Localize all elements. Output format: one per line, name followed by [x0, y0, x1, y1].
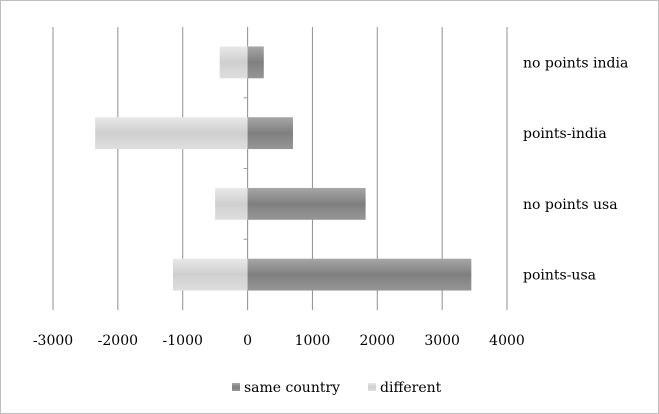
bars: [95, 46, 472, 291]
x-tick-label: -1000: [163, 333, 203, 349]
category-labels: points-usa no points usa points-india no po…: [523, 55, 628, 283]
bar-different-2: [95, 117, 248, 150]
x-tick-label: 4000: [489, 333, 525, 349]
category-label: points-usa: [523, 268, 596, 284]
category-label: no points india: [523, 55, 628, 71]
legend-label-different: different: [380, 380, 442, 396]
bar-different-1: [215, 187, 248, 220]
x-tick-label: 3000: [424, 333, 460, 349]
category-axis-ticks: [243, 97, 248, 240]
bar-same-country-0: [247, 258, 472, 291]
x-tick-label: -2000: [98, 333, 138, 349]
x-tick-label: 2000: [359, 333, 395, 349]
legend-swatch-same-country: [232, 383, 240, 391]
x-tick-label: -3000: [33, 333, 73, 349]
x-tick-label: 0: [243, 333, 252, 349]
bar-different-3: [219, 46, 248, 79]
legend-swatch-different: [368, 383, 376, 391]
bar-same-country-2: [247, 117, 293, 150]
category-label: points-india: [523, 126, 607, 142]
x-axis-tick-labels: -3000 -2000 -1000 0 1000 2000 3000 4000: [33, 333, 525, 349]
x-tick-label: 1000: [295, 333, 331, 349]
category-label: no points usa: [523, 197, 618, 213]
legend: same country different: [232, 380, 442, 396]
bar-same-country-3: [247, 46, 264, 79]
legend-label-same-country: same country: [244, 380, 340, 396]
bar-same-country-1: [247, 187, 366, 220]
bar-different-0: [172, 258, 248, 291]
